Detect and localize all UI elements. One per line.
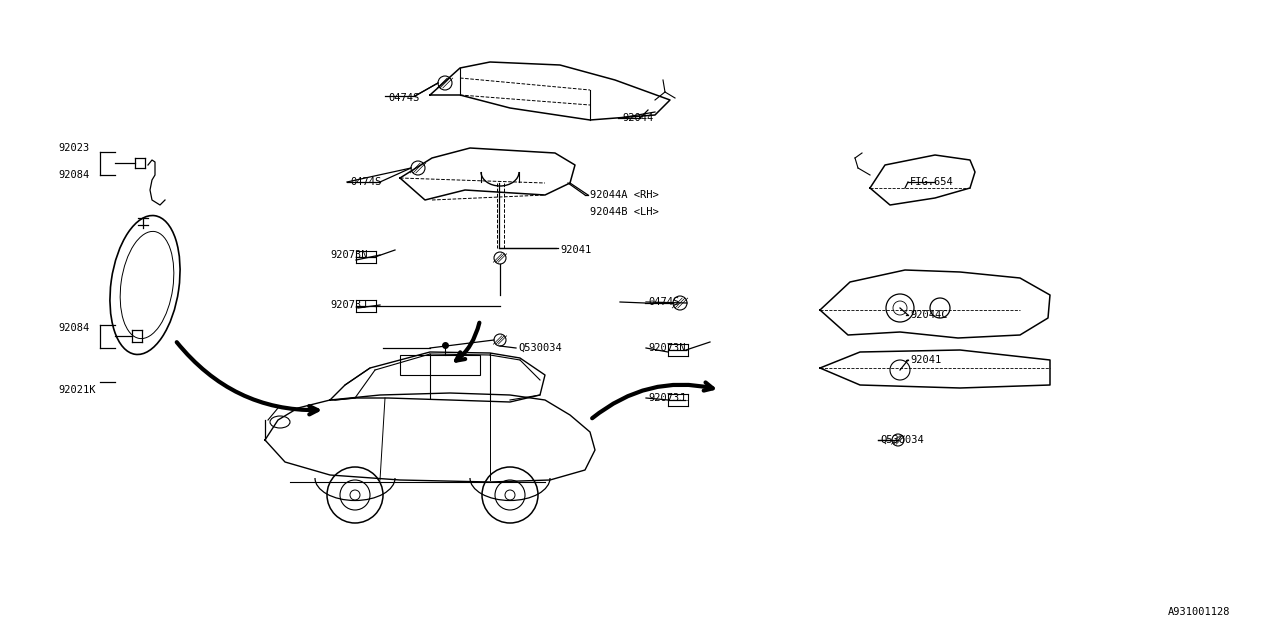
Text: A931001128: A931001128 (1167, 607, 1230, 617)
Text: 92023: 92023 (58, 143, 90, 153)
Text: 92044A <RH>: 92044A <RH> (590, 190, 659, 200)
Text: 92041: 92041 (910, 355, 941, 365)
Text: 92073N: 92073N (330, 250, 367, 260)
Text: 92073J: 92073J (330, 300, 367, 310)
Text: 92084: 92084 (58, 170, 90, 180)
Text: Q530034: Q530034 (518, 343, 562, 353)
Text: FIG.654: FIG.654 (910, 177, 954, 187)
Text: 0474S: 0474S (388, 93, 420, 103)
Text: 0474S: 0474S (648, 297, 680, 307)
Text: 92021K: 92021K (58, 385, 96, 395)
Text: 0474S: 0474S (349, 177, 381, 187)
Text: 92044C: 92044C (910, 310, 947, 320)
Text: 92044: 92044 (622, 113, 653, 123)
Text: Q530034: Q530034 (881, 435, 924, 445)
Text: 92044B <LH>: 92044B <LH> (590, 207, 659, 217)
Text: 92073J: 92073J (648, 393, 686, 403)
Bar (399, 355, 480, 375)
Text: 92073N: 92073N (648, 343, 686, 353)
Text: 92084: 92084 (58, 323, 90, 333)
Text: 92041: 92041 (561, 245, 591, 255)
